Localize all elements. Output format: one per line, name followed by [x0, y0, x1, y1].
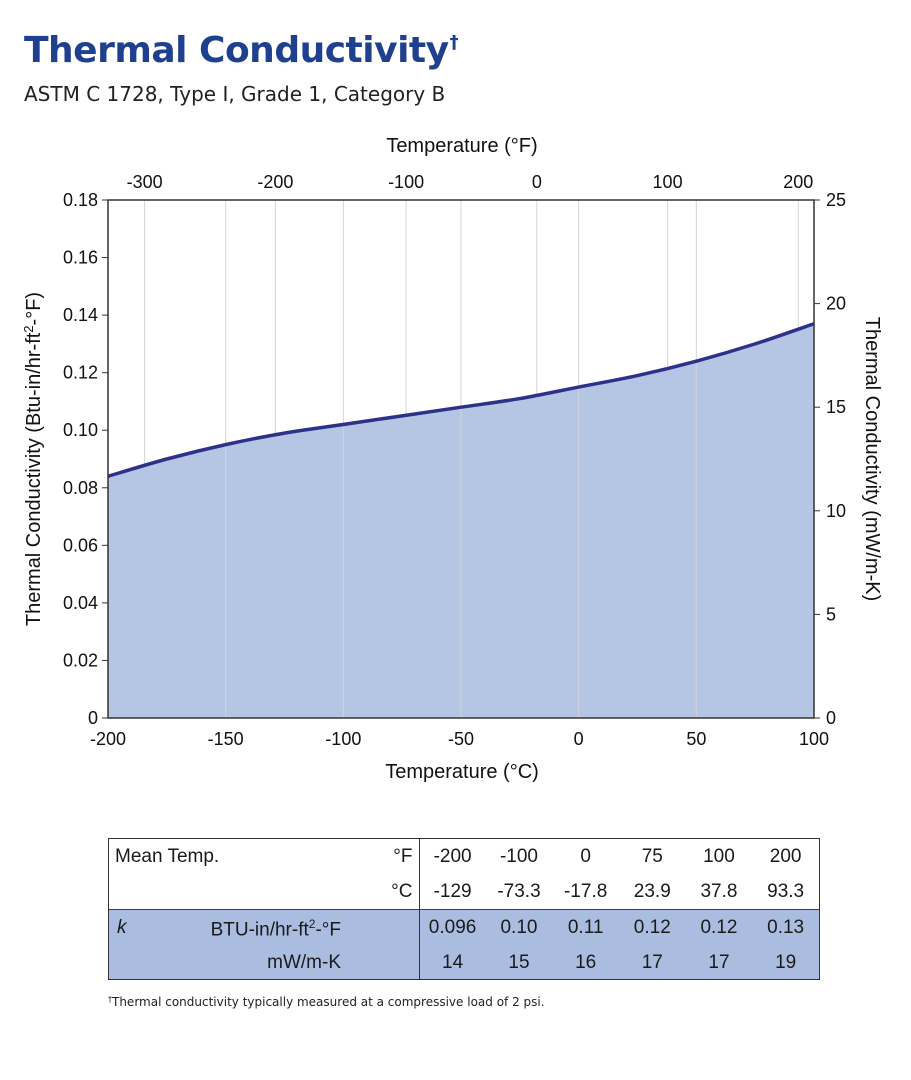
k-mw-cell: 15 [485, 945, 553, 979]
x-tick-label-c: -150 [208, 729, 244, 749]
y-tick-label-left: 0.02 [63, 650, 98, 670]
y-tick-label-left: 0.10 [63, 420, 98, 440]
y-tick-label-right: 15 [826, 397, 846, 417]
top-axis-label: Temperature (°F) [386, 135, 537, 157]
footnote: †Thermal conductivity typically measured… [108, 995, 545, 1009]
data-table: Mean Temp. °F -200 -100 0 75 100 200 °C … [109, 839, 819, 979]
x-tick-label-c: -100 [325, 729, 361, 749]
right-axis-label: Thermal Conductivity (mW/m-K) [861, 317, 883, 601]
y-tick-label-left: 0.12 [63, 363, 98, 383]
temp-c-cell: -129 [433, 880, 472, 902]
k-mw-cell: 14 [419, 945, 486, 979]
plot-frame [107, 199, 815, 719]
thermal-conductivity-chart: -200 -150 -100 -50 0 50 100-300 -200 -100 0 100 200… [21, 135, 883, 783]
x-tick-label-f: -100 [388, 172, 424, 192]
title-dagger: † [449, 32, 459, 53]
y-tick-label-right: 0 [826, 708, 836, 728]
temp-c-cell: -73.3 [497, 880, 541, 902]
y-tick-label-left: 0.14 [63, 305, 98, 325]
footnote-text: Thermal conductivity typically measured … [112, 995, 545, 1009]
k-btu-cell: 0.10 [485, 909, 553, 945]
x-tick-label-c: -50 [448, 729, 474, 749]
k-btu-cell: 0.12 [685, 909, 753, 945]
bottom-axis-label: Temperature (°C) [385, 761, 539, 783]
y-tick-label-left: 0.04 [63, 593, 98, 613]
k-btu-cell: 0.12 [618, 909, 686, 945]
temp-f-cell: 0 [580, 845, 591, 867]
temp-c-cell: 23.9 [633, 880, 671, 902]
k-btu-cell: 0.13 [752, 909, 819, 945]
ticks-layer: -200 -150 -100 -50 0 50 100-300 -200 -100 0 100 200… [63, 172, 846, 749]
y-tick-label-left: 0.08 [63, 478, 98, 498]
k-symbol: k [117, 917, 127, 938]
temp-f-cell: -100 [499, 845, 538, 867]
y-tick-label-left: 0.06 [63, 535, 98, 555]
page-title: Thermal Conductivity† [24, 30, 459, 71]
unit-btu: BTU-in/hr-ft2-°F [210, 917, 341, 941]
x-tick-label-f: -200 [257, 172, 293, 192]
page-subtitle: ASTM C 1728, Type I, Grade 1, Category B [24, 82, 446, 106]
y-tick-label-left: 0.18 [63, 190, 98, 210]
x-tick-label-c: 100 [799, 729, 829, 749]
k-mw-cell: 17 [685, 945, 753, 979]
temp-c-cell: 37.8 [700, 880, 738, 902]
temp-f-cell: 75 [641, 845, 663, 867]
k-btu-cell: 0.096 [419, 909, 486, 945]
x-tick-label-f: 0 [532, 172, 542, 192]
unit-mw: mW/m-K [267, 951, 341, 973]
y-tick-label-right: 5 [826, 604, 836, 624]
x-tick-label-f: -300 [127, 172, 163, 192]
table-row: mW/m-K 14 15 16 17 17 19 [109, 945, 819, 979]
x-tick-label-c: -200 [90, 729, 126, 749]
mean-temp-label: Mean Temp. [115, 845, 220, 867]
k-mw-cell: 19 [752, 945, 819, 979]
temp-c-cell: -17.8 [563, 880, 608, 902]
y-tick-label-right: 25 [826, 190, 846, 210]
unit-f: °F [341, 839, 420, 874]
table-row: k BTU-in/hr-ft2-°F 0.096 0.10 0.11 0.12 … [109, 909, 819, 945]
left-axis-label: Thermal Conductivity (Btu-in/hr-ft2-°F) [21, 292, 45, 626]
k-mw-cell: 17 [618, 945, 686, 979]
y-tick-label-left: 0 [88, 708, 98, 728]
table-row: Mean Temp. °F -200 -100 0 75 100 200 [109, 839, 819, 874]
temp-f-cell: 200 [769, 845, 802, 867]
data-table-container: Mean Temp. °F -200 -100 0 75 100 200 °C … [108, 838, 820, 980]
unit-c: °C [341, 874, 420, 910]
temp-c-cell: 93.3 [767, 880, 805, 902]
x-tick-label-f: 100 [653, 172, 683, 192]
x-tick-label-f: 200 [783, 172, 813, 192]
x-tick-label-c: 50 [686, 729, 706, 749]
y-tick-label-right: 20 [826, 294, 846, 314]
footnote-mark: † [108, 995, 112, 1004]
series-line [107, 322, 815, 478]
y-tick-label-left: 0.16 [63, 248, 98, 268]
temp-f-cell: 100 [703, 845, 735, 867]
k-btu-cell: 0.11 [552, 909, 619, 945]
table-row: °C -129 -73.3 -17.8 23.9 37.8 93.3 [109, 874, 819, 910]
temp-f-cell: -200 [433, 845, 472, 867]
y-tick-label-right: 10 [826, 501, 846, 521]
title-text: Thermal Conductivity [24, 30, 449, 71]
k-mw-cell: 16 [552, 945, 619, 979]
x-tick-label-c: 0 [574, 729, 584, 749]
